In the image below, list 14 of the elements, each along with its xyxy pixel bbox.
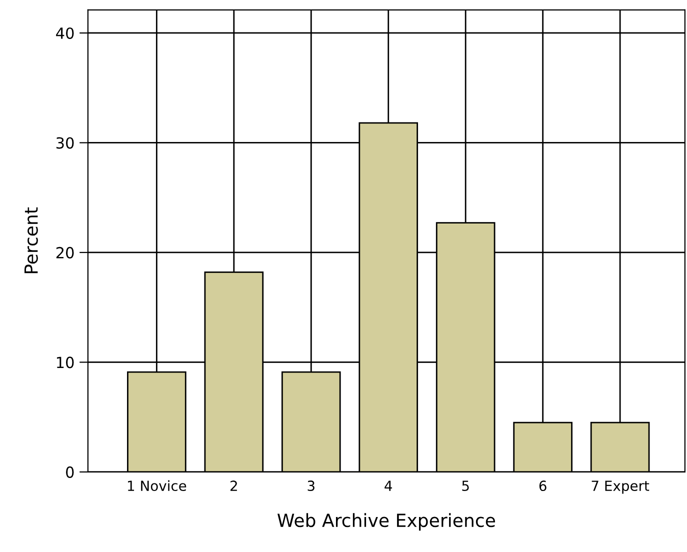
x-tick-label: 6 <box>539 480 546 492</box>
x-tick-label: 4 <box>384 480 392 491</box>
x-axis-title: Web Archive Experience <box>277 513 496 531</box>
y-tick-label: 10 <box>56 356 74 368</box>
y-tick-label: 20 <box>56 246 74 258</box>
x-tick-label: 1 Novice <box>128 480 186 492</box>
y-tick-label: 0 <box>66 466 74 478</box>
x-tick-label: 7 Expert <box>592 480 650 494</box>
x-tick-label: 3 <box>308 480 314 492</box>
x-tick-label: 5 <box>462 480 469 492</box>
y-tick-label: 40 <box>56 27 74 40</box>
x-tick-label: 2 <box>230 480 237 491</box>
y-tick-label: 30 <box>56 137 74 149</box>
y-axis-title: Percent <box>24 207 38 274</box>
